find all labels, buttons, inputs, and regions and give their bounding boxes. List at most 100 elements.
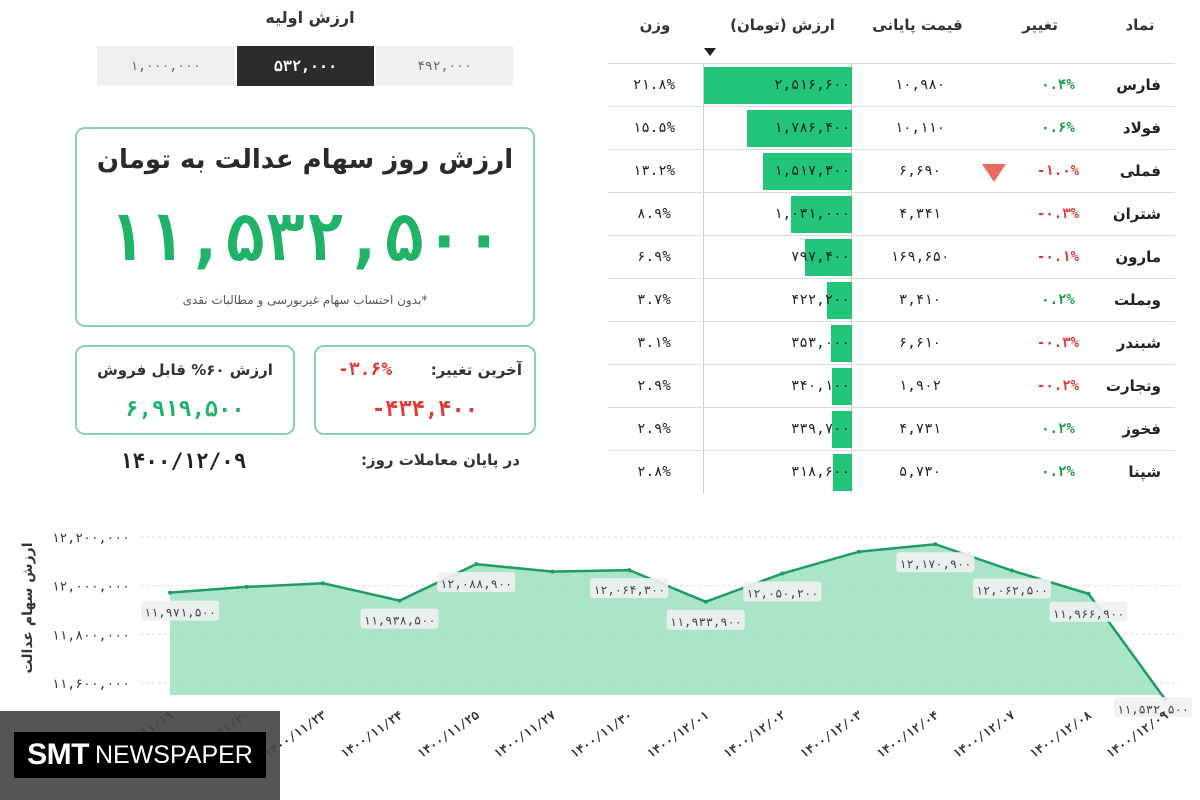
data-label-background <box>666 609 745 630</box>
row-value: ۳۳۹,۷۰۰ <box>790 421 850 437</box>
row-final-price: ۴,۷۳۱ <box>898 421 942 437</box>
table-row: شبندر -۰.۳% ۶,۶۱۰ ۳۵۳,۰۰۰ ۳.۱% <box>608 321 1175 365</box>
y-tick-label: ۱۱,۶۰۰,۰۰۰ <box>52 677 130 692</box>
row-change: ۰.۶% <box>1041 120 1075 136</box>
table-row: شپنا ۰.۲% ۵,۷۳۰ ۳۱۸,۶۰۰ ۲.۸% <box>608 450 1175 494</box>
table-row: فملی -۱.۰% ۶,۶۹۰ ۱,۵۱۷,۳۰۰ ۱۳.۲% <box>608 149 1175 193</box>
value-bar <box>791 196 852 233</box>
justice-share-value: ۱۱,۵۳۲,۵۰۰ <box>106 199 504 276</box>
last-change-percent: -۳.۶% <box>338 359 393 380</box>
data-point <box>244 584 249 589</box>
row-symbol: شبندر <box>1116 334 1161 352</box>
row-change: ۰.۴% <box>1041 77 1075 93</box>
column-divider <box>703 64 704 107</box>
x-tick-label: ۱۴۰۰/۱۲/۰۲ <box>721 708 788 761</box>
row-change: -۰.۳% <box>1036 335 1080 351</box>
data-label: ۱۱,۹۷۱,۵۰۰ <box>144 606 216 620</box>
header-symbol: نماد <box>1125 16 1155 34</box>
row-final-price: ۵,۷۳۰ <box>898 464 942 480</box>
data-label: ۱۱,۹۳۳,۹۰۰ <box>670 615 742 629</box>
row-symbol: شتران <box>1112 205 1161 223</box>
row-value: ۷۹۷,۴۰۰ <box>790 249 850 265</box>
sellable-value-card: ارزش ۶۰% قابل فروش ۶,۹۱۹,۵۰۰ <box>75 345 295 435</box>
data-label: ۱۱,۹۶۶,۹۰۰ <box>1052 607 1124 621</box>
row-final-price: ۱۶۹,۶۵۰ <box>890 249 950 265</box>
column-divider <box>703 193 704 236</box>
initial-value-option-532000[interactable]: ۵۳۲,۰۰۰ <box>237 46 374 86</box>
data-label: ۱۱,۵۳۲,۵۰۰ <box>1117 702 1189 716</box>
row-weight: ۲.۹% <box>637 378 671 394</box>
x-tick-label: ۱۴۰۰/۱۲/۰۴ <box>874 708 941 761</box>
column-divider <box>703 408 704 451</box>
row-change: ۰.۲% <box>1041 421 1075 437</box>
row-value-cell: ۳۱۸,۶۰۰ <box>704 451 852 494</box>
column-divider <box>703 279 704 322</box>
last-change-label: آخرین تغییر: <box>430 361 522 379</box>
row-final-price: ۱۰,۱۱۰ <box>894 120 946 136</box>
end-of-day-label: در پایان معاملات روز: <box>360 451 520 469</box>
table-row: مارون -۰.۱% ۱۶۹,۶۵۰ ۷۹۷,۴۰۰ ۶.۹% <box>608 235 1175 279</box>
row-value-cell: ۲,۵۱۶,۶۰۰ <box>704 64 852 107</box>
row-change: -۰.۳% <box>1036 206 1080 222</box>
header-final-price: قیمت پایانی <box>872 16 963 34</box>
row-value: ۱,۵۱۷,۳۰۰ <box>774 163 850 179</box>
data-point <box>703 599 708 604</box>
column-divider <box>703 451 704 494</box>
row-weight: ۳.۱% <box>637 335 671 351</box>
row-weight: ۱۵.۵% <box>632 120 676 136</box>
row-symbol: فولاد <box>1122 119 1161 137</box>
table-row: وبملت ۰.۲% ۳,۴۱۰ ۴۲۲,۲۰۰ ۳.۷% <box>608 278 1175 322</box>
table-row: فارس ۰.۴% ۱۰,۹۸۰ ۲,۵۱۶,۶۰۰ ۲۱.۸% <box>608 63 1175 107</box>
sellable-title: ارزش ۶۰% قابل فروش <box>97 361 273 379</box>
initial-value-option-1000000[interactable]: ۱,۰۰۰,۰۰۰ <box>97 46 234 86</box>
row-final-price: ۶,۶۱۰ <box>898 335 942 351</box>
data-label-background <box>437 572 516 593</box>
row-value-cell: ۴۲۲,۲۰۰ <box>704 279 852 322</box>
x-tick-label: ۱۴۰۰/۱۱/۳۰ <box>568 708 635 761</box>
last-change-card: آخرین تغییر: -۳.۶% -۴۳۴,۴۰۰ <box>314 345 536 435</box>
column-divider <box>703 107 704 150</box>
table-row: شتران -۰.۳% ۴,۳۴۱ ۱,۰۳۱,۰۰۰ ۸.۹% <box>608 192 1175 236</box>
value-bar <box>832 411 852 448</box>
y-axis-title: ارزش سهام عدالت <box>20 542 36 674</box>
x-tick-label: ۱۴۰۰/۱۱/۲۷ <box>491 708 558 761</box>
logo-newspaper: NEWSPAPER <box>94 740 253 769</box>
value-history-chart: ۱۱,۶۰۰,۰۰۰ ۱۱,۸۰۰,۰۰۰ ۱۲,۰۰۰,۰۰۰ ۱۲,۲۰۰,۰۰۰… <box>52 531 1192 761</box>
row-symbol: شپنا <box>1128 463 1161 481</box>
column-divider <box>703 365 704 408</box>
row-change: -۰.۱% <box>1036 249 1080 265</box>
header-value[interactable]: ارزش (تومان) <box>730 16 835 34</box>
data-point <box>933 542 938 547</box>
data-label: ۱۲,۰۵۰,۲۰۰ <box>746 587 818 601</box>
row-weight: ۶.۹% <box>637 249 671 265</box>
row-symbol: فخوز <box>1122 420 1161 438</box>
data-label: ۱۱,۹۳۸,۵۰۰ <box>363 614 435 628</box>
row-final-price: ۶,۶۹۰ <box>898 163 942 179</box>
value-bar <box>831 325 852 362</box>
row-value-cell: ۷۹۷,۴۰۰ <box>704 236 852 279</box>
initial-value-title: ارزش اولیه <box>265 8 355 27</box>
data-point <box>1009 568 1014 573</box>
row-value-cell: ۳۵۳,۰۰۰ <box>704 322 852 365</box>
row-weight: ۲.۸% <box>637 464 671 480</box>
data-point <box>474 562 479 567</box>
value-bar <box>704 67 852 104</box>
initial-value-option-492000[interactable]: ۴۹۲,۰۰۰ <box>376 46 513 86</box>
row-value: ۳۱۸,۶۰۰ <box>790 464 850 480</box>
table-row: وتجارت -۰.۲% ۱,۹۰۲ ۳۴۰,۱۰۰ ۲.۹% <box>608 364 1175 408</box>
value-bar <box>805 239 852 276</box>
column-divider <box>703 322 704 365</box>
column-divider <box>703 236 704 279</box>
value-bar <box>832 368 852 405</box>
sort-down-icon[interactable] <box>704 48 716 56</box>
data-label-background <box>141 600 219 621</box>
data-label-background <box>590 578 669 599</box>
row-value: ۴۲۲,۲۰۰ <box>790 292 850 308</box>
logo-smt: SMT <box>27 738 89 771</box>
data-label-background <box>743 581 822 602</box>
header-change: تغییر <box>1022 16 1058 34</box>
row-value: ۲,۵۱۶,۶۰۰ <box>774 77 850 93</box>
table-row: فخوز ۰.۲% ۴,۷۳۱ ۳۳۹,۷۰۰ ۲.۹% <box>608 407 1175 451</box>
sellable-value: ۶,۹۱۹,۵۰۰ <box>125 397 245 422</box>
data-point <box>780 571 785 576</box>
